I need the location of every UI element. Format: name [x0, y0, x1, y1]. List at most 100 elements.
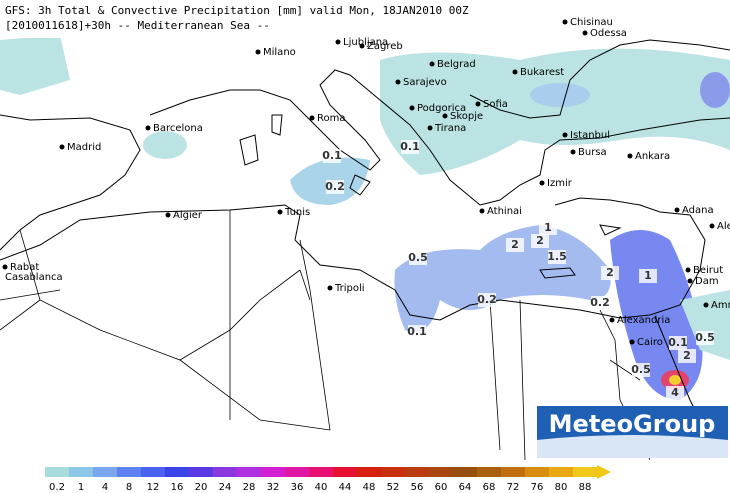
city-label: Odessa: [590, 28, 627, 39]
legend-label: 64: [459, 482, 472, 493]
city-label: Zagreb: [367, 41, 403, 52]
legend-label: 88: [579, 482, 592, 493]
contour-label: 0.5: [695, 331, 715, 344]
contour-label: 2: [536, 234, 544, 247]
city-dot: [277, 209, 283, 215]
city-label: Podgorica: [417, 103, 466, 114]
contour-label-bg: [639, 269, 657, 283]
city-dot: [395, 79, 401, 85]
contour-label-bg: [678, 349, 696, 363]
legend-label: 4: [102, 482, 108, 493]
legend-label: 80: [555, 482, 568, 493]
contour-label-bg: [666, 386, 684, 400]
contour-label-bg: [696, 331, 714, 345]
city-label: Algier: [173, 210, 203, 221]
city-dot: [512, 69, 518, 75]
contour-label-bg: [591, 296, 609, 310]
city-dot: [629, 339, 635, 345]
city-label: Alexandria: [617, 315, 670, 326]
legend-label: 36: [291, 482, 304, 493]
city-label: Chisinau: [570, 17, 613, 28]
city-label: Skopje: [450, 111, 483, 122]
city-dot: [2, 264, 8, 270]
city-dot: [327, 285, 333, 291]
city-dot: [255, 49, 261, 55]
contour-label: 0.2: [325, 180, 345, 193]
city-dot: [309, 115, 315, 121]
contour-label: 0.5: [631, 363, 651, 376]
legend-swatch: [213, 467, 237, 477]
contour-label-bg: [669, 336, 687, 350]
city-label: Dam: [695, 276, 719, 287]
city-label: Amm: [711, 300, 730, 311]
city-label: Cairo: [637, 337, 663, 348]
legend-label: 16: [171, 482, 184, 493]
contour-label: 0.1: [668, 336, 688, 349]
city-dot: [59, 144, 65, 150]
contour-label-bg: [408, 325, 426, 339]
legend-label: 52: [387, 482, 400, 493]
legend-swatch: [93, 467, 117, 477]
legend-swatch: [237, 467, 261, 477]
city-dot: [539, 180, 545, 186]
contour-label-bg: [323, 149, 341, 163]
city-label: Beirut: [693, 265, 723, 276]
legend-swatch: [477, 467, 501, 477]
contour-label-bg: [478, 293, 496, 307]
city-label: Ale: [717, 221, 730, 232]
header-line: [2010011618]+30h -- Mediterranean Sea --: [5, 19, 270, 32]
city-dot: [165, 212, 171, 218]
legend-swatch: [429, 467, 453, 477]
legend-swatch: [453, 467, 477, 477]
city-dot: [627, 153, 633, 159]
city-label: Ankara: [635, 151, 670, 162]
city-label: Sarajevo: [403, 77, 447, 88]
contour-label: 0.1: [400, 140, 420, 153]
city-dot: [570, 149, 576, 155]
city-label: Bursa: [578, 147, 607, 158]
legend-label: 40: [315, 482, 328, 493]
city-dot: [479, 208, 485, 214]
legend-swatch: [117, 467, 141, 477]
city-label: Ljubljana: [343, 37, 388, 48]
contour-label: 0.1: [407, 325, 427, 338]
city-label: Barcelona: [153, 123, 203, 134]
city-label: Bukarest: [520, 67, 564, 78]
city-dot: [609, 317, 615, 323]
legend-label: 68: [483, 482, 496, 493]
header-box: [0, 0, 570, 38]
contour-label: 2: [511, 238, 519, 251]
city-dot: [442, 113, 448, 119]
contour-label: 0.2: [477, 293, 497, 306]
legend-swatch: [333, 467, 357, 477]
contour-label: 1: [544, 221, 552, 234]
contour-label-bg: [326, 180, 344, 194]
contour-label-bg: [401, 140, 419, 154]
legend-label: 76: [531, 482, 544, 493]
city-dot: [562, 19, 568, 25]
contour-label: 1.5: [547, 250, 567, 263]
contour-label-bg: [548, 250, 566, 264]
city-dot: [709, 223, 715, 229]
city-label: Tirana: [434, 123, 466, 134]
legend-swatch: [501, 467, 525, 477]
city-dot: [687, 278, 693, 284]
city-label: Izmir: [547, 178, 573, 189]
legend-swatch: [45, 467, 69, 477]
city-label: Adana: [682, 205, 714, 216]
header-line: GFS: 3h Total & Convective Precipitation…: [5, 4, 469, 17]
city-label: Rabat: [10, 262, 39, 273]
city-label: Tunis: [284, 207, 310, 218]
legend-swatch: [405, 467, 429, 477]
city-label: Milano: [263, 47, 296, 58]
city-dot: [582, 30, 588, 36]
contour-label: 4: [671, 386, 679, 399]
city-dot: [475, 101, 481, 107]
legend-label: 24: [219, 482, 232, 493]
city-label: Tripoli: [334, 283, 365, 294]
city-dot: [429, 61, 435, 67]
legend-label: 12: [147, 482, 160, 493]
contour-label-bg: [409, 251, 427, 265]
contour-label-bg: [531, 234, 549, 248]
